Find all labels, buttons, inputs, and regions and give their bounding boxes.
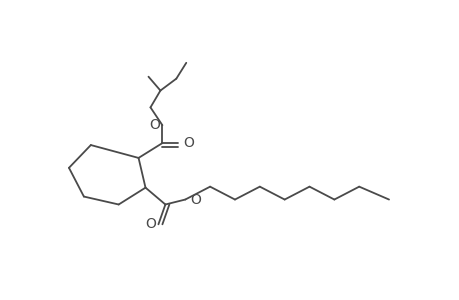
- Text: O: O: [190, 193, 201, 206]
- Text: O: O: [149, 118, 160, 132]
- Text: O: O: [183, 136, 194, 150]
- Text: O: O: [145, 217, 156, 231]
